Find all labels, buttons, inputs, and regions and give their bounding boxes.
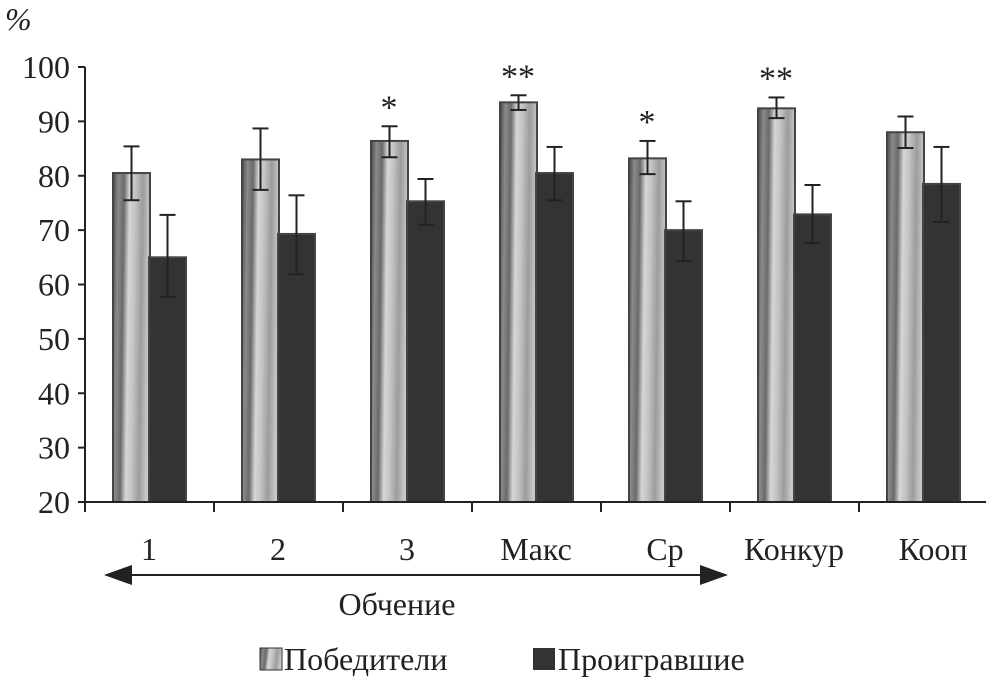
x-tick-label: Макс [500,531,572,567]
bar-winners [370,139,409,503]
legend: Победители Проигравшие [259,641,745,677]
error-bar [123,145,140,202]
bar-winners [112,172,151,503]
y-tick-label: 50 [38,321,70,357]
bar-winners [241,158,280,503]
bar-losers [406,200,445,503]
bar-winners [757,107,796,503]
bar-winners [886,131,925,503]
significance-marker: ** [759,60,793,97]
error-bar [381,125,398,159]
y-tick-label: 60 [38,267,70,303]
error-bar [804,183,821,245]
y-tick-label: 80 [38,158,70,194]
error-bar [897,115,914,150]
bar-winners [499,101,538,503]
x-tick-label: 1 [141,531,157,567]
bar-losers [148,256,187,503]
error-bar [768,96,785,120]
significance-marker: ** [501,58,535,95]
bar-losers [922,182,961,503]
x-tick-label: 3 [399,531,415,567]
error-bar [159,213,176,299]
y-tick-label: 30 [38,430,70,466]
legend-swatch-winners [259,647,283,671]
y-tick-label: 100 [22,49,70,85]
significance-marker: * [381,89,398,126]
bar-losers [535,172,574,503]
bar-winners [628,157,667,503]
error-bar [417,178,434,226]
y-tick-label: 40 [38,375,70,411]
error-bar [675,200,692,263]
error-bar [510,94,527,111]
y-tick-label: 90 [38,103,70,139]
x-tick-label: Кооп [899,531,968,567]
error-bar [933,145,950,223]
bar-losers [664,229,703,503]
significance-marker: * [639,104,656,141]
y-tick-label: 70 [38,212,70,248]
x-tick-label: Конкур [744,531,844,567]
error-bar [546,145,563,202]
bar-losers [793,213,832,503]
legend-swatch-losers [533,648,555,670]
legend-label-losers: Проигравшие [558,641,745,677]
error-bar [639,139,656,176]
group-label: Обчение [339,586,456,622]
y-tick-label: 20 [38,484,70,520]
x-tick-label: 2 [270,531,286,567]
error-bar [288,194,305,276]
error-bar [252,127,269,191]
legend-label-winners: Победители [284,641,447,677]
x-tick-label: Ср [646,531,683,567]
y-axis-label: % [5,1,32,37]
